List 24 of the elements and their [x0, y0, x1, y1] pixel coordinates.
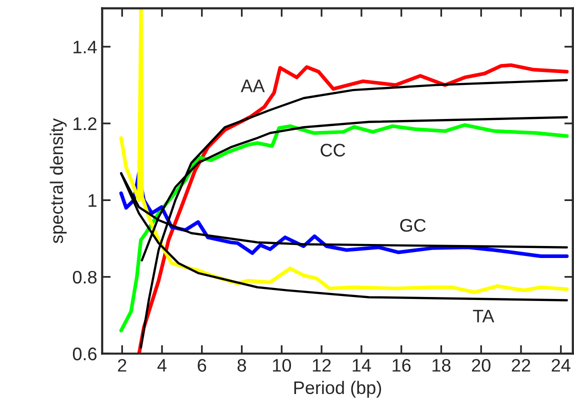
y-tick-label: 0.6 — [72, 348, 97, 360]
x-tick-label: 12 — [312, 358, 331, 372]
line-series — [119, 123, 569, 332]
y-tick-label: 0.8 — [72, 270, 97, 284]
x-tick-label: 22 — [512, 358, 530, 372]
x-axis-title: Period (bp) — [294, 380, 382, 398]
x-tick-label: 10 — [273, 358, 292, 372]
y-tick-label: 1.4 — [74, 40, 97, 54]
x-tick-label: 16 — [392, 358, 411, 372]
series-label: CC — [320, 144, 346, 157]
y-axis-title: spectral density — [50, 118, 67, 244]
y-tick-label: 1 — [88, 194, 96, 207]
x-tick-label: 6 — [198, 358, 206, 372]
x-tick-label: 14 — [352, 359, 371, 372]
x-tick-label: 4 — [157, 359, 166, 372]
x-tick-label: 20 — [472, 358, 490, 372]
x-tick-label: 8 — [238, 358, 246, 372]
x-tick-label: 24 — [552, 358, 570, 372]
series-label: GC — [400, 218, 426, 232]
y-tick-label: 1.2 — [74, 117, 96, 130]
x-tick-label: 18 — [432, 358, 450, 372]
x-tick-label: 2 — [118, 358, 126, 372]
series-label: TA — [472, 310, 494, 322]
series-label: AA — [240, 80, 265, 92]
